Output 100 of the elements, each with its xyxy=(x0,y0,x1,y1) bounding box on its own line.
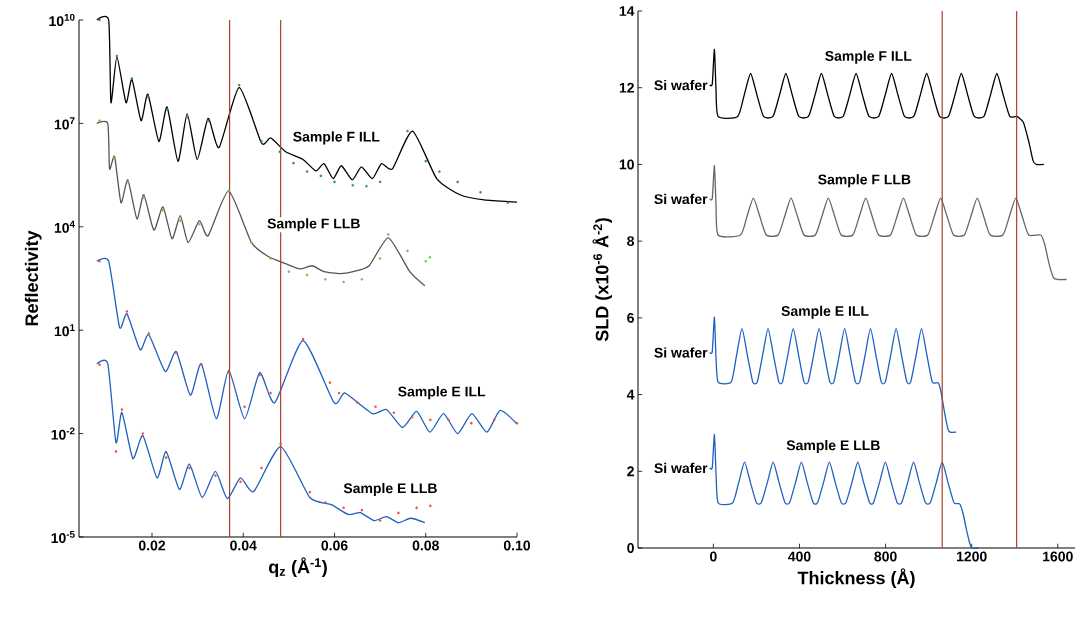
y-tick-label: 2 xyxy=(627,466,634,477)
point xyxy=(429,418,432,422)
y-tick-label: 10$^{7}$ xyxy=(54,117,75,130)
point xyxy=(98,119,101,122)
point xyxy=(324,277,327,281)
point xyxy=(456,180,459,184)
point xyxy=(198,222,201,226)
point xyxy=(260,140,263,143)
point xyxy=(237,83,241,87)
x-tick-label: 0.08 xyxy=(412,540,439,551)
point xyxy=(387,233,390,236)
y-tick-label: 8 xyxy=(627,236,635,247)
y-tick-label: 10$^{-2}$ xyxy=(51,427,75,440)
point xyxy=(188,466,191,470)
point xyxy=(410,415,414,419)
point xyxy=(227,189,230,193)
annotation: Sample E LLB xyxy=(343,482,437,496)
point xyxy=(260,466,263,470)
y-axis-title: SLD (x10$^{-6}$ Å$^{-2}$) xyxy=(592,218,613,342)
point xyxy=(269,391,272,395)
point xyxy=(360,277,364,281)
x-axis-title: q$_{z}$ (Å$^{-1}$) xyxy=(269,557,327,577)
annotation: Sample F LLB xyxy=(818,174,911,188)
point xyxy=(250,241,253,244)
x-tick-label: 400 xyxy=(788,551,811,562)
point xyxy=(292,161,295,165)
point xyxy=(214,474,217,477)
point xyxy=(305,170,309,173)
point xyxy=(378,519,382,522)
annotation: Si wafer xyxy=(654,193,708,205)
point xyxy=(174,351,178,355)
point xyxy=(506,201,510,204)
y-tick-label: 6 xyxy=(627,312,634,323)
line-series xyxy=(709,48,1045,166)
line-series xyxy=(709,164,1068,281)
annotation: Si wafer xyxy=(654,347,708,358)
point xyxy=(342,506,345,510)
point xyxy=(258,373,261,377)
point xyxy=(328,381,332,384)
point xyxy=(98,18,101,22)
point xyxy=(269,257,272,260)
point xyxy=(278,150,282,154)
annotation: Sample E ILL xyxy=(398,386,486,400)
point xyxy=(428,256,432,259)
point xyxy=(287,270,291,273)
point xyxy=(365,184,368,188)
point xyxy=(324,501,327,504)
x-tick-label: 0.10 xyxy=(503,540,531,551)
y-tick-label: 10$^{1}$ xyxy=(54,324,75,337)
x-tick-label: 0 xyxy=(710,551,717,562)
point xyxy=(378,180,382,184)
point xyxy=(185,116,189,119)
point xyxy=(115,54,119,58)
point xyxy=(406,249,409,253)
x-tick-label: 0.02 xyxy=(138,540,166,551)
point xyxy=(319,174,323,178)
point xyxy=(308,490,312,494)
point xyxy=(125,310,129,313)
point xyxy=(351,183,355,187)
point xyxy=(227,371,230,374)
point xyxy=(165,108,169,111)
point xyxy=(279,442,282,446)
x-axis-title: Thickness (Å) xyxy=(797,568,915,588)
y-tick-label: 12 xyxy=(619,82,634,93)
point xyxy=(130,77,134,80)
point xyxy=(397,511,400,515)
point xyxy=(239,480,242,484)
point xyxy=(178,219,182,223)
point xyxy=(424,259,428,263)
y-tick-label: 10$^{4}$ xyxy=(54,220,75,233)
point xyxy=(305,273,309,277)
y-tick-label: 14 xyxy=(619,6,635,16)
annotation: Si wafer xyxy=(654,79,708,91)
point xyxy=(113,156,116,160)
y-tick-label: 10 xyxy=(619,159,634,170)
point xyxy=(337,391,341,395)
annotation: Si wafer xyxy=(654,462,708,474)
x-tick-label: 800 xyxy=(874,551,897,562)
point xyxy=(424,159,428,163)
y-tick-label: 4 xyxy=(626,389,635,400)
point xyxy=(429,504,432,508)
point xyxy=(161,209,165,212)
point xyxy=(147,332,151,335)
point xyxy=(243,405,246,409)
point xyxy=(492,418,496,422)
annotation: Sample F ILL xyxy=(825,50,912,64)
point xyxy=(206,119,210,122)
point xyxy=(360,508,364,512)
point xyxy=(98,259,101,263)
point xyxy=(438,170,441,173)
point xyxy=(199,363,203,366)
x-tick-label: 0.04 xyxy=(230,540,257,551)
point xyxy=(126,180,130,184)
point xyxy=(447,418,450,422)
point xyxy=(141,432,145,435)
point xyxy=(164,456,168,459)
x-tick-label: 1600 xyxy=(1043,551,1073,562)
annotation: Sample E ILL xyxy=(781,305,869,319)
x-tick-label: 1200 xyxy=(956,551,987,562)
y-tick-label: 10$^{-5}$ xyxy=(51,530,75,544)
